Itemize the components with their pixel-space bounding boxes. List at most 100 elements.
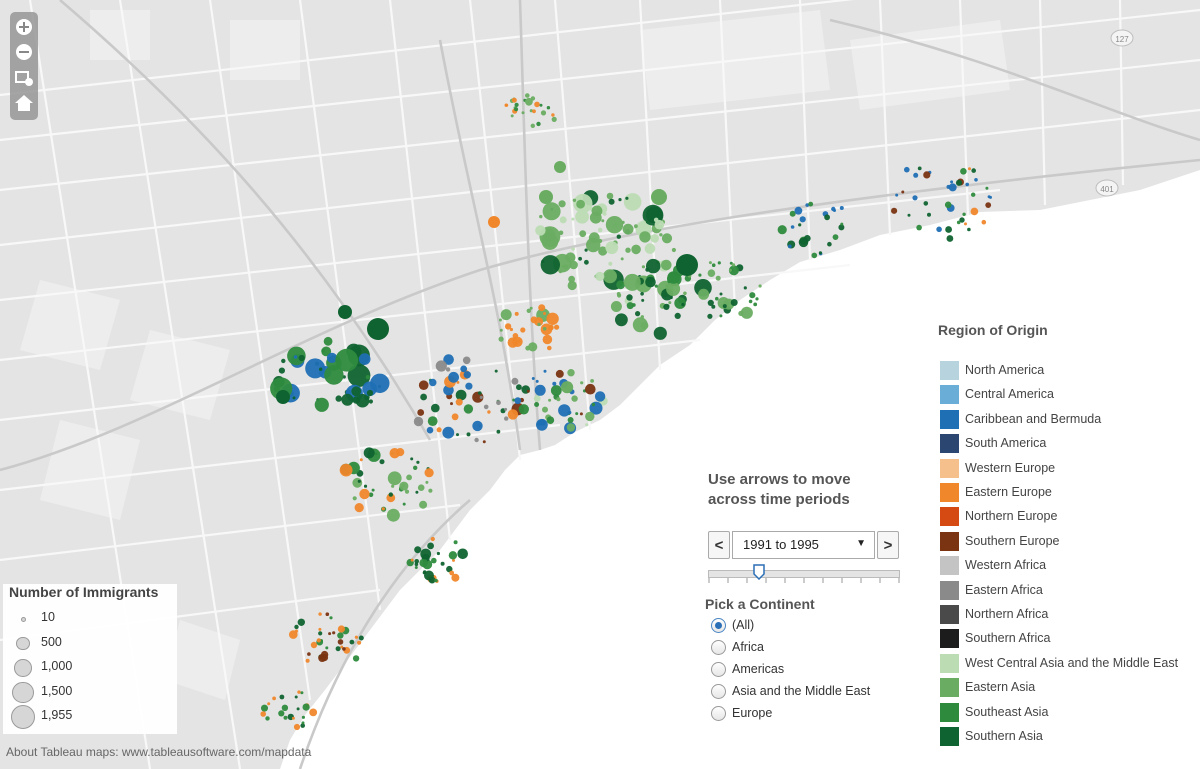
immigrant-mark[interactable]: [363, 484, 368, 488]
immigrant-mark[interactable]: [580, 381, 584, 385]
immigrant-mark[interactable]: [448, 551, 458, 560]
immigrant-mark[interactable]: [719, 292, 723, 296]
immigrant-mark[interactable]: [465, 382, 473, 390]
region-legend-item[interactable]: Northern Africa: [940, 605, 1195, 625]
immigrant-mark[interactable]: [608, 261, 613, 266]
immigrant-mark[interactable]: [302, 703, 310, 711]
immigrant-mark[interactable]: [598, 246, 608, 256]
immigrant-mark[interactable]: [451, 573, 460, 582]
immigrant-mark[interactable]: [451, 413, 459, 421]
immigrant-mark[interactable]: [425, 480, 429, 484]
immigrant-mark[interactable]: [944, 201, 952, 209]
immigrant-mark[interactable]: [634, 224, 638, 229]
immigrant-mark[interactable]: [641, 265, 646, 269]
immigrant-mark[interactable]: [504, 323, 512, 330]
immigrant-mark[interactable]: [831, 206, 836, 212]
immigrant-mark[interactable]: [707, 269, 716, 278]
immigrant-mark[interactable]: [456, 433, 459, 437]
immigrant-mark[interactable]: [548, 398, 552, 402]
immigrant-mark[interactable]: [359, 458, 363, 462]
immigrant-mark[interactable]: [535, 225, 546, 236]
immigrant-mark[interactable]: [463, 404, 474, 414]
immigrant-mark[interactable]: [967, 227, 971, 232]
immigrant-mark[interactable]: [663, 303, 670, 310]
immigrant-mark[interactable]: [631, 244, 641, 255]
immigrant-mark[interactable]: [357, 479, 361, 483]
immigrant-mark[interactable]: [623, 193, 642, 211]
immigrant-mark[interactable]: [533, 395, 541, 402]
immigrant-mark[interactable]: [414, 546, 422, 554]
immigrant-mark[interactable]: [318, 627, 322, 631]
immigrant-mark[interactable]: [427, 416, 438, 426]
immigrant-mark[interactable]: [325, 612, 330, 616]
immigrant-mark[interactable]: [715, 275, 721, 281]
immigrant-mark[interactable]: [496, 400, 501, 406]
immigrant-mark[interactable]: [307, 652, 311, 656]
immigrant-mark[interactable]: [585, 423, 589, 427]
immigrant-mark[interactable]: [554, 324, 560, 330]
immigrant-mark[interactable]: [335, 395, 342, 402]
immigrant-mark[interactable]: [518, 404, 529, 415]
immigrant-mark[interactable]: [328, 632, 332, 636]
immigrant-mark[interactable]: [748, 299, 753, 304]
immigrant-mark[interactable]: [818, 251, 823, 255]
immigrant-mark[interactable]: [404, 489, 410, 494]
immigrant-mark[interactable]: [571, 247, 575, 251]
immigrant-mark[interactable]: [419, 500, 428, 509]
immigrant-mark[interactable]: [371, 488, 375, 492]
immigrant-mark[interactable]: [717, 261, 721, 265]
immigrant-mark[interactable]: [913, 172, 919, 178]
region-legend-item[interactable]: Eastern Asia: [940, 678, 1195, 698]
immigrant-mark[interactable]: [916, 224, 922, 231]
immigrant-mark[interactable]: [571, 217, 575, 221]
immigrant-mark[interactable]: [414, 562, 419, 567]
immigrant-mark[interactable]: [547, 345, 552, 351]
immigrant-mark[interactable]: [539, 214, 543, 219]
immigrant-mark[interactable]: [386, 493, 396, 503]
immigrant-mark[interactable]: [434, 578, 438, 583]
immigrant-mark[interactable]: [474, 437, 479, 443]
immigrant-mark[interactable]: [540, 110, 547, 116]
immigrant-mark[interactable]: [500, 309, 512, 321]
immigrant-mark[interactable]: [805, 203, 809, 207]
immigrant-mark[interactable]: [556, 397, 561, 402]
immigrant-mark[interactable]: [708, 261, 712, 265]
immigrant-mark[interactable]: [525, 97, 533, 106]
immigrant-mark[interactable]: [912, 195, 918, 201]
immigrant-mark[interactable]: [379, 459, 385, 465]
immigrant-mark[interactable]: [318, 654, 327, 662]
immigrant-mark[interactable]: [278, 710, 285, 717]
reset-view-button[interactable]: [14, 93, 34, 113]
region-legend-item[interactable]: Northern Europe: [940, 507, 1195, 527]
immigrant-mark[interactable]: [347, 364, 371, 387]
immigrant-mark[interactable]: [740, 306, 753, 319]
immigrant-mark[interactable]: [340, 645, 344, 649]
immigrant-mark[interactable]: [420, 548, 432, 560]
immigrant-mark[interactable]: [309, 708, 318, 717]
immigrant-mark[interactable]: [329, 616, 333, 620]
immigrant-mark[interactable]: [526, 389, 530, 393]
immigrant-mark[interactable]: [722, 304, 727, 309]
immigrant-mark[interactable]: [448, 371, 459, 383]
immigrant-mark[interactable]: [429, 378, 437, 387]
immigrant-mark[interactable]: [749, 292, 756, 299]
immigrant-mark[interactable]: [594, 391, 606, 402]
immigrant-mark[interactable]: [538, 304, 546, 312]
immigrant-mark[interactable]: [674, 312, 681, 319]
immigrant-mark[interactable]: [730, 299, 738, 306]
immigrant-mark[interactable]: [525, 93, 530, 98]
immigrant-mark[interactable]: [698, 273, 702, 277]
region-legend-item[interactable]: Southeast Asia: [940, 702, 1195, 723]
immigrant-mark[interactable]: [572, 198, 577, 202]
period-slider-track[interactable]: [708, 570, 900, 578]
immigrant-mark[interactable]: [668, 301, 672, 305]
immigrant-mark[interactable]: [368, 399, 373, 404]
immigrant-mark[interactable]: [603, 269, 617, 284]
immigrant-mark[interactable]: [260, 711, 267, 717]
immigrant-mark[interactable]: [354, 635, 358, 639]
immigrant-mark[interactable]: [960, 168, 967, 175]
immigrant-mark[interactable]: [567, 369, 575, 377]
immigrant-mark[interactable]: [532, 109, 536, 114]
immigrant-mark[interactable]: [463, 371, 471, 379]
immigrant-mark[interactable]: [555, 369, 564, 378]
